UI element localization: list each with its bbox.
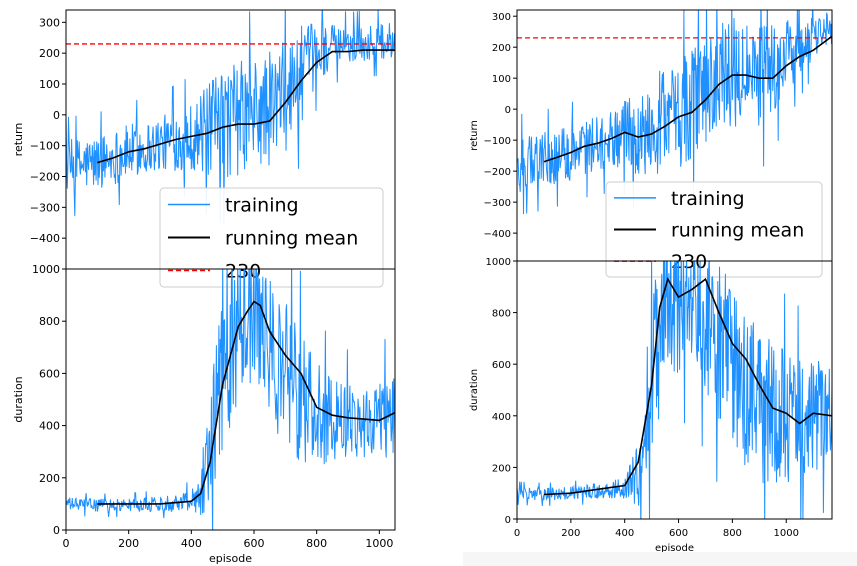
x-axis-label: episode <box>209 552 252 565</box>
x-tick-label: 200 <box>561 528 580 539</box>
y-tick-label: 800 <box>492 309 511 320</box>
x-tick-label: 0 <box>63 537 70 550</box>
y-tick-label: −200 <box>30 171 60 184</box>
y-tick-label: 200 <box>492 43 511 54</box>
y-tick-label: 0 <box>53 109 60 122</box>
y-tick-label: 200 <box>492 463 511 474</box>
y-tick-label: 1000 <box>486 257 511 268</box>
left-return-plot: 3002001000−100−200−300−400returntraining… <box>12 9 396 288</box>
running-mean-line <box>97 300 395 505</box>
y-tick-label: 200 <box>39 472 60 485</box>
legend-box <box>159 187 384 288</box>
right-return-plot: 3002001000−100−200−300−400returntraining… <box>469 9 833 278</box>
bottom-strip <box>463 552 857 566</box>
y-tick-label: −200 <box>484 167 511 178</box>
x-tick-label: 600 <box>244 537 265 550</box>
legend-label: running mean <box>671 220 804 242</box>
y-tick-label: −100 <box>484 136 511 147</box>
y-axis-label: return <box>469 120 480 151</box>
plot-area <box>517 261 832 519</box>
training-series-line <box>66 269 395 530</box>
x-axis-label: episode <box>655 543 694 554</box>
training-series-line <box>517 261 832 519</box>
legend-label: training <box>671 188 745 210</box>
y-tick-label: −100 <box>30 140 60 153</box>
y-tick-label: 0 <box>53 524 60 537</box>
x-tick-label: 400 <box>181 537 202 550</box>
y-tick-label: 300 <box>492 12 511 23</box>
left-duration-plot: 0 200 400 600 800 1000 0 200 400 600 800 1000 durati… <box>12 263 396 565</box>
x-tick-label: 800 <box>306 537 327 550</box>
training-series-line <box>66 10 395 224</box>
x-tick-label: 200 <box>118 537 139 550</box>
y-axis-label: duration <box>469 369 480 411</box>
y-tick-label: 600 <box>39 367 60 380</box>
y-tick-label: −300 <box>30 201 60 214</box>
y-tick-label: 0 <box>505 105 511 116</box>
y-tick-label: 600 <box>492 360 511 371</box>
y-tick-label: 0 <box>505 515 511 526</box>
y-tick-label: 1000 <box>32 263 60 276</box>
plot-area <box>66 10 395 224</box>
y-axis-label: return <box>12 123 25 157</box>
running-mean-line <box>543 35 832 163</box>
y-tick-label: 100 <box>39 78 60 91</box>
right-duration-plot: 0 200 400 600 800 1000 0 200 400 600 800 1000 durati… <box>469 257 833 554</box>
x-tick-label: 1000 <box>365 537 393 550</box>
y-tick-label: 300 <box>39 16 60 29</box>
y-tick-label: −400 <box>30 232 60 245</box>
legend-label: running mean <box>225 228 358 250</box>
running-mean-line <box>97 49 395 164</box>
training-series-line <box>517 10 832 215</box>
running-mean-line <box>543 277 832 496</box>
y-tick-label: −300 <box>484 198 511 209</box>
y-tick-label: −400 <box>484 229 511 240</box>
plot-area <box>66 269 395 530</box>
x-tick-label: 800 <box>723 528 742 539</box>
legend-label: training <box>225 195 299 217</box>
y-tick-label: 400 <box>492 412 511 423</box>
y-axis-label: duration <box>12 376 25 422</box>
y-tick-label: 100 <box>492 74 511 85</box>
x-tick-label: 0 <box>514 528 520 539</box>
plot-area <box>517 10 832 215</box>
axes-frame <box>516 260 833 520</box>
y-tick-label: 200 <box>39 47 60 60</box>
y-tick-label: 800 <box>39 315 60 328</box>
x-tick-label: 400 <box>615 528 634 539</box>
legend-label: 230 <box>225 261 261 283</box>
axes-frame <box>65 268 396 531</box>
x-tick-label: 600 <box>669 528 688 539</box>
legend-box <box>605 181 823 278</box>
x-tick-label: 1000 <box>774 528 799 539</box>
y-tick-label: 400 <box>39 420 60 433</box>
legend: training running mean 230 <box>159 187 384 288</box>
